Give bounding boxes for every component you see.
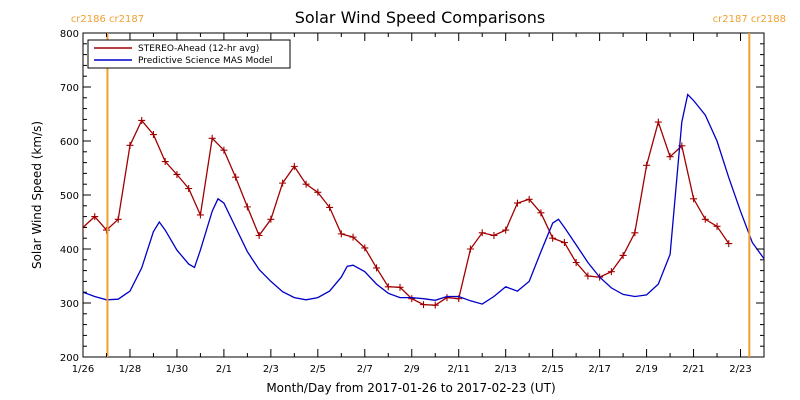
data-point-0-26 — [384, 283, 392, 291]
data-point-0-34 — [478, 229, 486, 237]
data-point-0-16 — [267, 215, 275, 223]
data-point-0-46 — [619, 251, 627, 259]
chart-title: Solar Wind Speed Comparisons — [295, 8, 546, 27]
data-point-0-33 — [466, 245, 474, 253]
data-point-0-10 — [196, 211, 204, 219]
data-point-0-15 — [255, 232, 263, 239]
y-tick-label-6: 800 — [60, 29, 79, 40]
data-point-0-1 — [91, 213, 99, 221]
data-point-0-9 — [185, 185, 193, 193]
data-point-0-3 — [114, 215, 122, 223]
data-point-0-5 — [138, 116, 146, 124]
legend: STEREO-Ahead (12-hr avg) Predictive Scie… — [87, 39, 291, 69]
x-tick-label-10: 2/15 — [541, 364, 563, 375]
y-tick-label-4: 600 — [60, 137, 79, 148]
data-point-0-50 — [666, 153, 674, 161]
data-point-0-25 — [373, 264, 381, 272]
x-tick-label-6: 2/7 — [357, 364, 373, 375]
x-tick-label-9: 2/13 — [494, 364, 516, 375]
x-tick-label-14: 2/23 — [729, 364, 751, 375]
x-tick-label-11: 2/17 — [588, 364, 610, 375]
data-point-0-6 — [149, 131, 157, 139]
y-tick-label-2: 400 — [60, 245, 79, 256]
data-point-0-11 — [208, 134, 216, 142]
y-tick-label-0: 200 — [60, 353, 79, 364]
y-tick-label-5: 700 — [60, 83, 79, 94]
data-point-0-38 — [525, 195, 533, 203]
data-point-0-7 — [161, 158, 169, 166]
data-point-0-24 — [361, 244, 369, 252]
data-point-0-35 — [490, 232, 498, 239]
data-point-0-23 — [349, 233, 357, 241]
data-point-0-30 — [431, 301, 439, 309]
data-point-0-4 — [126, 141, 134, 149]
data-point-0-47 — [631, 229, 639, 237]
x-tick-label-7: 2/9 — [404, 364, 420, 375]
data-point-0-41 — [560, 239, 568, 247]
data-point-0-29 — [420, 301, 427, 309]
y-axis-label: Solar Wind Speed (km/s) — [30, 121, 44, 269]
x-tick-label-2: 1/30 — [166, 364, 188, 375]
legend-box — [87, 39, 291, 69]
legend-label-stereo: STEREO-Ahead (12-hr avg) — [138, 44, 259, 54]
x-tick-label-5: 2/5 — [310, 364, 326, 375]
data-point-0-42 — [572, 259, 580, 266]
data-point-0-8 — [173, 170, 181, 178]
y-tick-label-1: 300 — [60, 299, 79, 310]
x-tick-label-0: 1/26 — [72, 364, 94, 375]
carrington-marker-label-0: cr2186 cr2187 — [71, 14, 144, 25]
series-line-1 — [83, 93, 764, 305]
data-point-0-18 — [290, 162, 298, 170]
data-point-0-45 — [607, 268, 615, 276]
data-point-0-55 — [725, 240, 733, 248]
data-point-0-21 — [326, 203, 334, 211]
y-tick-label-3: 500 — [60, 191, 79, 202]
plot-frame — [82, 32, 765, 358]
carrington-marker-label-1: cr2187 cr2188 — [713, 14, 786, 25]
data-point-0-43 — [584, 272, 592, 280]
data-point-0-13 — [232, 173, 240, 181]
data-point-0-54 — [713, 222, 721, 230]
data-point-0-12 — [220, 146, 228, 154]
x-tick-label-1: 1/28 — [119, 364, 141, 375]
data-point-0-53 — [701, 215, 709, 223]
legend-label-mas-model: Predictive Science MAS Model — [138, 56, 273, 66]
data-point-0-49 — [654, 118, 662, 126]
data-point-0-37 — [513, 199, 521, 207]
data-point-0-20 — [314, 188, 322, 196]
x-tick-label-4: 2/3 — [263, 364, 279, 375]
data-point-0-52 — [690, 195, 698, 203]
data-point-0-39 — [537, 209, 545, 217]
series-line-0 — [83, 119, 730, 306]
x-tick-label-3: 2/1 — [216, 364, 232, 375]
data-point-0-19 — [302, 180, 310, 188]
data-point-0-17 — [279, 179, 287, 187]
data-point-0-14 — [243, 203, 251, 211]
data-point-0-27 — [396, 283, 404, 291]
data-point-0-28 — [408, 295, 416, 303]
x-axis-label: Month/Day from 2017-01-26 to 2017-02-23 … — [266, 381, 555, 395]
x-tick-label-12: 2/19 — [635, 364, 657, 375]
data-point-0-48 — [643, 161, 651, 169]
x-tick-label-13: 2/21 — [682, 364, 704, 375]
data-point-0-22 — [337, 230, 345, 238]
data-point-0-36 — [502, 226, 510, 234]
x-tick-label-8: 2/11 — [447, 364, 469, 375]
data-point-0-40 — [549, 234, 557, 242]
